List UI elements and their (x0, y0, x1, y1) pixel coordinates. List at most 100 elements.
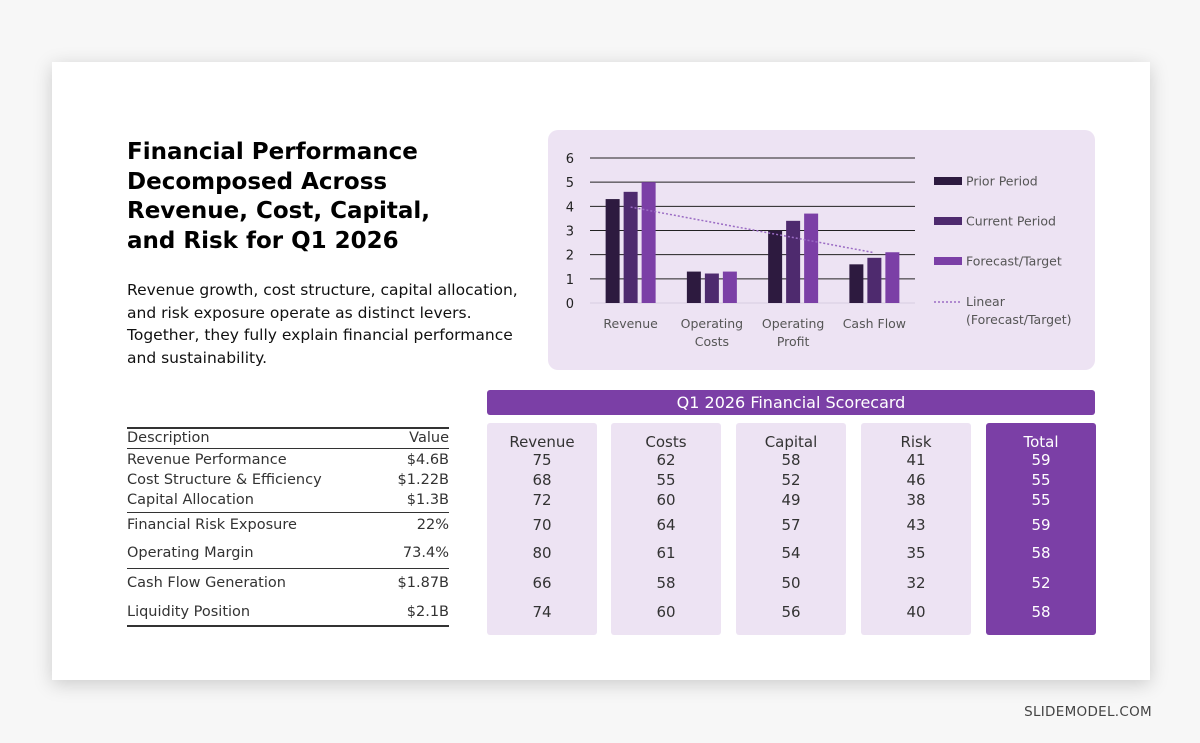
bar-prior-period-0 (605, 199, 620, 303)
slide-title: Financial Performance Decomposed Across … (127, 139, 430, 254)
description-cell: Capital Allocation (127, 492, 254, 508)
score-cell: 55 (1031, 491, 1051, 509)
score-cell: 50 (781, 574, 801, 592)
score-cell: 58 (1031, 603, 1051, 621)
divider (127, 568, 449, 569)
column-header: Costs (645, 433, 687, 451)
score-cell: 59 (1031, 516, 1051, 534)
score-cell: 55 (1031, 471, 1051, 489)
bar-chart-panel: 0 1 2 3 4 5 6 Revenue Operating Costs Operating Pro… (548, 130, 1095, 370)
score-cell: 60 (656, 491, 676, 509)
bar-prior-period-2 (768, 230, 783, 303)
score-cell: 49 (781, 491, 801, 509)
scorecard-column-capital: Capital 58 52 49 57 54 50 56 (736, 423, 846, 635)
score-cell: 58 (656, 574, 676, 592)
column-header: Total (1023, 433, 1059, 451)
scorecard-column-risk: Risk 41 46 38 43 35 32 40 (861, 423, 971, 635)
legend-swatch (934, 217, 962, 225)
score-cell: 56 (781, 603, 801, 621)
score-cell: 58 (781, 451, 801, 469)
column-header: Capital (764, 433, 818, 451)
x-tick-label: Revenue (603, 316, 658, 331)
legend-label: Prior Period (966, 174, 1038, 189)
bar-forecast-target-0 (641, 182, 656, 303)
scorecard-column-revenue: Revenue 75 68 72 70 80 66 74 (487, 423, 597, 635)
trendline (630, 206, 875, 254)
value-cell: 22% (416, 517, 449, 533)
divider (127, 625, 449, 627)
table-row: Capital Allocation $1.3B (127, 490, 449, 510)
scorecard-title: Q1 2026 Financial Scorecard (487, 390, 1095, 415)
value-cell: $4.6B (406, 452, 449, 468)
scorecard-column-costs: Costs 62 55 60 64 61 58 60 (611, 423, 721, 635)
metrics-table: Description Value Revenue Performance $4.6B… (127, 427, 449, 627)
score-cell: 64 (656, 516, 676, 534)
description-cell: Operating Margin (127, 545, 254, 561)
bar-forecast-target-1 (722, 271, 737, 303)
legend-label: Current Period (966, 214, 1056, 229)
legend-label: Linear (Forecast/Target) (966, 294, 1072, 327)
table-row: Cash Flow Generation $1.87B (127, 573, 449, 593)
description-cell: Liquidity Position (127, 604, 251, 620)
bar-forecast-target-3 (885, 252, 900, 303)
slide-subtitle: Revenue growth, cost structure, capital … (127, 281, 518, 367)
table-row: Cost Structure & Efficiency $1.22B (127, 470, 449, 490)
score-cell: 59 (1031, 451, 1051, 469)
bar-current-period-3 (867, 257, 882, 303)
value-cell: $1.22B (397, 472, 449, 488)
score-cell: 43 (906, 516, 926, 534)
y-tick-label: 0 (566, 297, 574, 312)
y-tick-label: 6 (566, 152, 574, 167)
y-tick-label: 4 (566, 200, 574, 215)
score-cell: 41 (906, 451, 926, 469)
score-cell: 61 (656, 544, 676, 562)
score-cell: 46 (906, 471, 926, 489)
bar-current-period-0 (623, 191, 638, 303)
description-cell: Revenue Performance (127, 452, 287, 468)
legend-swatch (934, 257, 962, 265)
score-cell: 35 (906, 544, 926, 562)
bar-prior-period-1 (686, 271, 701, 303)
score-cell: 38 (906, 491, 926, 509)
score-cell: 80 (532, 544, 552, 562)
x-tick-label: Operating Profit (762, 316, 825, 349)
x-tick-label: Cash Flow (843, 316, 906, 331)
y-tick-label: 2 (566, 249, 574, 264)
description-cell: Cash Flow Generation (127, 575, 286, 591)
table-row: Operating Margin 73.4% (127, 543, 449, 563)
score-cell: 62 (656, 451, 676, 469)
footer-brand: SLIDEMODEL.COM (1024, 704, 1152, 720)
table-row: Financial Risk Exposure 22% (127, 515, 449, 535)
y-tick-label: 1 (566, 273, 574, 288)
table-row: Revenue Performance $4.6B (127, 450, 449, 470)
divider (127, 448, 449, 449)
value-cell: Value (409, 430, 449, 446)
score-cell: 58 (1031, 544, 1051, 562)
score-cell: 32 (906, 574, 926, 592)
bar-prior-period-3 (849, 264, 864, 303)
legend-label: Forecast/Target (966, 254, 1062, 269)
table-header: Description Value (127, 428, 449, 448)
value-cell: 73.4% (402, 545, 449, 561)
x-tick-label: Operating Costs (681, 316, 744, 349)
score-cell: 60 (656, 603, 676, 621)
y-tick-label: 3 (566, 225, 574, 240)
divider (127, 512, 449, 513)
score-cell: 70 (532, 516, 552, 534)
description-cell: Description (127, 430, 210, 446)
bar-forecast-target-2 (804, 213, 819, 303)
description-cell: Financial Risk Exposure (127, 517, 297, 533)
table-row: Liquidity Position $2.1B (127, 602, 449, 622)
score-cell: 74 (532, 603, 552, 621)
score-cell: 52 (781, 471, 801, 489)
score-cell: 54 (781, 544, 801, 562)
score-cell: 55 (656, 471, 676, 489)
column-header: Risk (900, 433, 932, 451)
score-cell: 66 (532, 574, 552, 592)
bar-current-period-2 (786, 220, 801, 303)
score-cell: 72 (532, 491, 552, 509)
score-cell: 52 (1031, 574, 1051, 592)
score-cell: 57 (781, 516, 801, 534)
value-cell: $1.3B (406, 492, 449, 508)
legend-swatch (934, 177, 962, 185)
